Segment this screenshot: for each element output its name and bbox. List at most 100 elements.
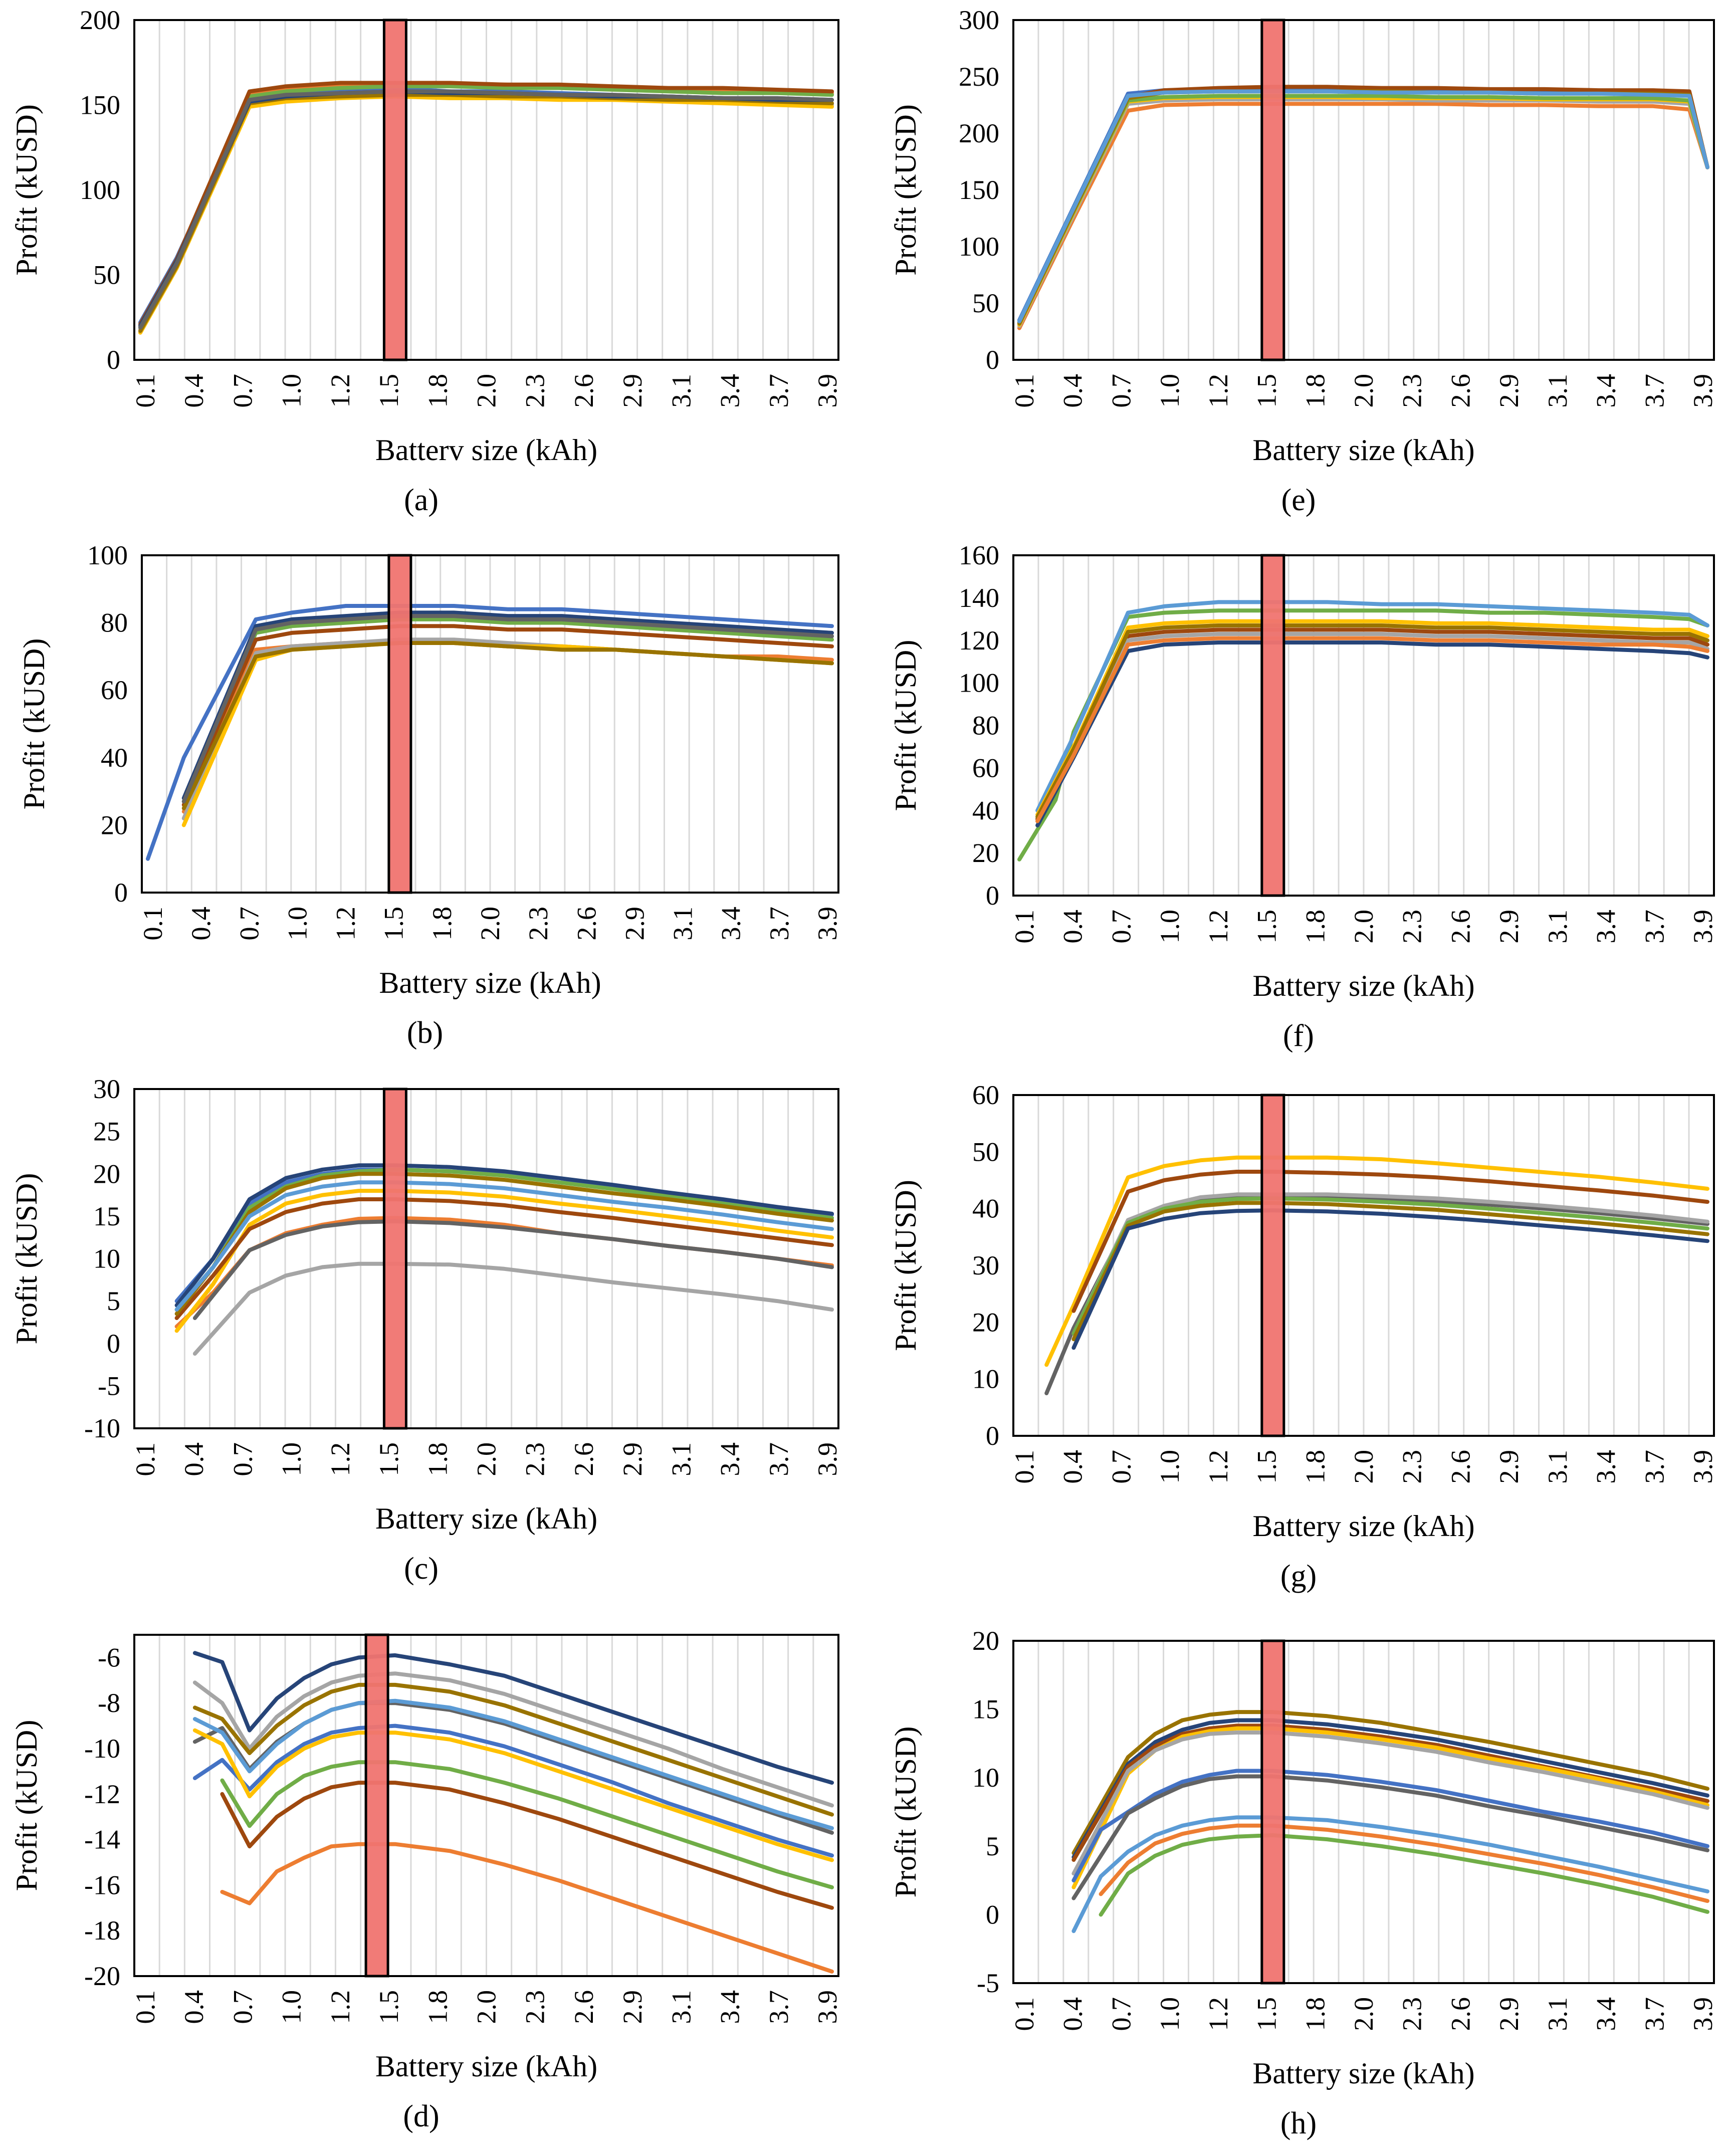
series-line-s9 [181, 614, 834, 804]
series-line-s5 [1035, 627, 1709, 821]
series-line-s4 [1071, 1726, 1709, 1889]
x-tick-label: 1.5 [374, 1442, 404, 1476]
chart-panel: -5 0 5 10 15 20 0.1 0.4 0.7 1.0 1.2 1.5 1.8 2.0 2.3 2.6… [889, 1626, 1718, 2140]
y-tick-label: -12 [84, 1779, 120, 1809]
y-tick-label: 10 [972, 1364, 999, 1394]
y-axis-label: Profit (kUSD) [889, 104, 922, 276]
y-tick-label: 25 [93, 1117, 120, 1147]
y-tick-label: 60 [972, 753, 999, 783]
plot-frame [1012, 1094, 1715, 1437]
x-tick-label: 3.4 [1591, 1450, 1621, 1484]
x-tick-label: 3.9 [1688, 910, 1718, 944]
series-line-s2 [1071, 1170, 1709, 1313]
x-tick-label: 0.1 [130, 374, 160, 408]
x-tick-label: 3.7 [1639, 910, 1669, 944]
y-tick-label: 30 [93, 1074, 120, 1104]
x-tick-label: 3.4 [1591, 374, 1621, 408]
series-line-s6 [174, 1197, 834, 1320]
y-tick-label: 20 [972, 1626, 999, 1656]
y-tick-label: 120 [959, 625, 999, 656]
x-tick-label: 1.8 [1300, 1450, 1330, 1484]
y-tick-label: 80 [101, 608, 128, 638]
y-tick-label: 100 [80, 175, 120, 205]
x-tick-label: 2.0 [475, 907, 505, 941]
x-tick-label: 1.5 [379, 907, 409, 941]
y-tick-label: 300 [959, 5, 999, 35]
chart-panel: 0 10 20 30 40 50 60 0.1 0.4 0.7 1.0 1.2 1.5 1.8 2.0 2.3… [889, 1080, 1718, 1593]
x-tick-label: 3.9 [1688, 1997, 1718, 2031]
series-line-s1 [1071, 1710, 1709, 1855]
x-tick-label: 3.4 [715, 1442, 745, 1476]
y-tick-label: 0 [986, 1899, 999, 1929]
x-tick-label: 0.7 [1106, 374, 1136, 408]
x-tick-label: 3.4 [716, 907, 746, 941]
panel-label: (f) [1283, 1019, 1314, 1053]
plot-frame [133, 1634, 839, 1977]
series-line-s2 [1035, 600, 1709, 813]
highlight-bar [382, 19, 407, 361]
highlight-bar [1260, 1094, 1285, 1437]
x-tick-label: 1.8 [1300, 910, 1330, 944]
y-tick-label: -20 [84, 1961, 120, 1991]
highlight-bar [364, 1633, 389, 1978]
x-tick-label: 1.8 [422, 1990, 453, 2024]
x-tick-label: 0.7 [228, 1990, 258, 2024]
y-tick-label: 80 [972, 711, 999, 741]
y-tick-label: 30 [972, 1250, 999, 1280]
x-tick-label: 3.1 [666, 1990, 696, 2024]
x-tick-label: 2.3 [520, 1442, 550, 1476]
highlight-bar [382, 1088, 407, 1430]
y-tick-label: 200 [959, 118, 999, 148]
chart-panel: 0 20 40 60 80 100 0.1 0.4 0.7 1.0 1.2 1.5 1.8 2.0 2.3 2… [18, 540, 842, 1050]
x-tick-label: 3.4 [715, 374, 745, 408]
y-tick-label: -5 [98, 1371, 120, 1401]
x-tick-label: 1.5 [374, 374, 404, 408]
series-line-s6 [1071, 1769, 1709, 1883]
panel-label: (c) [404, 1552, 439, 1586]
x-tick-label: 0.7 [228, 1442, 258, 1476]
plot-frame [1012, 19, 1715, 361]
x-tick-label: 0.1 [1009, 1450, 1039, 1484]
series-line-s3 [192, 1261, 834, 1356]
y-tick-label: -10 [84, 1734, 120, 1764]
x-tick-label: 0.1 [1009, 1997, 1039, 2031]
series-line-s7 [174, 1172, 834, 1316]
series-line-s6 [1035, 632, 1709, 823]
series-line-s8 [220, 1760, 834, 1889]
x-tick-label: 1.0 [1155, 910, 1185, 944]
x-tick-label: 2.9 [1494, 1997, 1524, 2031]
x-tick-label: 1.8 [1300, 1997, 1330, 2031]
x-tick-label: 3.9 [1688, 374, 1718, 408]
y-tick-label: -10 [84, 1413, 120, 1443]
x-tick-label: 2.0 [1349, 1450, 1379, 1484]
y-tick-label: 100 [959, 668, 999, 698]
x-tick-label: 0.7 [1106, 1450, 1136, 1484]
y-tick-label: 200 [80, 5, 120, 35]
y-tick-label: 10 [972, 1763, 999, 1793]
y-tick-label: 160 [959, 540, 999, 570]
x-tick-label: 3.9 [812, 1990, 842, 2024]
y-tick-label: 40 [972, 1194, 999, 1224]
x-tick-label: 3.9 [1688, 1450, 1718, 1484]
series-line-s6 [192, 1723, 834, 1858]
x-tick-label: 2.3 [523, 907, 553, 941]
x-tick-label: 1.5 [374, 1990, 404, 2024]
series-line-s9 [220, 1781, 834, 1910]
series-line-s3 [1044, 1195, 1709, 1395]
y-tick-label: -5 [977, 1968, 999, 1998]
y-tick-label: -16 [84, 1870, 120, 1900]
x-tick-label: 2.6 [1445, 910, 1475, 944]
x-tick-label: 1.0 [277, 1990, 307, 2024]
plot-frame [1012, 554, 1715, 897]
x-tick-label: 2.9 [1494, 374, 1524, 408]
series-line-s8 [1071, 1815, 1709, 1933]
plot-frame [133, 1088, 839, 1429]
chart-panel: -10 -5 0 5 10 15 20 25 30 0.1 0.4 0.7 1.0 1.2 1.5 1.8 2.… [10, 1074, 842, 1586]
y-tick-label: -6 [98, 1642, 120, 1672]
x-tick-label: 3.1 [1543, 910, 1573, 944]
y-tick-label: 100 [959, 232, 999, 262]
series-line-s7 [1071, 1208, 1709, 1350]
x-tick-label: 2.3 [1397, 1450, 1427, 1484]
series-line-s1 [192, 1651, 834, 1785]
